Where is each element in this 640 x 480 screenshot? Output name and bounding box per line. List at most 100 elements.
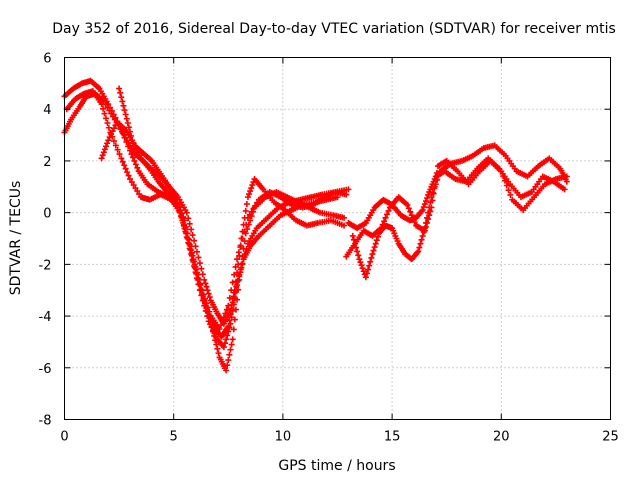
data-point — [210, 322, 217, 329]
data-point — [202, 280, 209, 287]
data-point — [228, 341, 235, 348]
data-point — [188, 249, 195, 256]
data-point — [193, 266, 200, 273]
data-point — [205, 290, 212, 297]
data-point — [230, 326, 237, 333]
data-point — [419, 207, 426, 214]
data-point — [417, 240, 424, 247]
data-point — [136, 152, 143, 159]
data-point — [119, 98, 126, 105]
data-point — [118, 94, 125, 101]
data-point — [232, 263, 239, 270]
data-point — [411, 219, 418, 226]
data-point — [187, 243, 194, 250]
x-tick-label: 10 — [275, 430, 292, 445]
data-point — [135, 149, 142, 156]
data-point — [119, 158, 126, 165]
data-point — [204, 287, 211, 294]
data-point — [242, 207, 249, 214]
data-point — [192, 243, 199, 250]
data-point — [384, 211, 391, 218]
data-point — [252, 202, 259, 209]
data-point — [373, 237, 380, 244]
data-point — [379, 221, 386, 228]
data-point — [428, 194, 435, 201]
data-point — [367, 258, 374, 265]
data-point — [408, 212, 415, 219]
data-point — [104, 140, 111, 147]
data-point — [175, 203, 182, 210]
data-point — [121, 107, 128, 114]
data-point — [122, 165, 129, 172]
data-point — [385, 207, 392, 214]
data-point — [193, 248, 200, 255]
data-point — [225, 323, 232, 330]
data-point — [104, 120, 111, 127]
data-point — [225, 302, 232, 309]
data-point — [244, 194, 251, 201]
data-point — [244, 214, 251, 221]
data-point — [105, 124, 112, 131]
data-point — [188, 226, 195, 233]
data-point — [215, 350, 222, 357]
data-point — [117, 89, 124, 96]
y-tick-label: -4 — [39, 310, 52, 325]
data-point — [246, 211, 253, 218]
data-point — [355, 252, 362, 259]
data-point — [181, 217, 188, 224]
data-point — [197, 282, 204, 289]
data-point — [116, 85, 123, 92]
data-point — [228, 287, 235, 294]
data-point — [110, 111, 117, 118]
data-point — [118, 155, 125, 162]
data-point — [112, 114, 119, 121]
data-point — [196, 276, 203, 283]
data-point — [371, 244, 378, 251]
data-point — [242, 251, 249, 258]
data-point — [98, 101, 105, 108]
data-point — [243, 245, 250, 252]
data-point — [561, 186, 568, 193]
data-point — [239, 261, 246, 268]
data-point — [427, 208, 434, 215]
data-point — [349, 232, 356, 239]
data-point — [234, 256, 241, 263]
data-point — [101, 146, 108, 153]
data-point — [503, 182, 510, 189]
data-point — [185, 236, 192, 243]
data-point — [229, 279, 236, 286]
data-point — [228, 301, 235, 308]
data-point — [111, 138, 118, 145]
data-point — [232, 306, 239, 313]
data-point — [202, 295, 209, 302]
data-point — [365, 266, 372, 273]
data-point — [214, 345, 221, 352]
data-point — [177, 207, 184, 214]
data-point — [426, 212, 433, 219]
data-point — [199, 287, 206, 294]
data-point — [108, 107, 115, 114]
data-point — [211, 332, 218, 339]
data-point — [102, 115, 109, 122]
data-point — [363, 270, 370, 277]
data-point — [132, 185, 139, 192]
data-point — [354, 248, 361, 255]
data-point — [226, 294, 233, 301]
series-track — [63, 88, 348, 340]
data-point — [229, 336, 236, 343]
data-point — [224, 362, 231, 369]
data-point — [369, 251, 376, 258]
data-point — [500, 173, 507, 180]
data-point — [108, 131, 115, 138]
data-point — [123, 115, 130, 122]
grid-lines — [64, 57, 611, 420]
data-point — [180, 213, 187, 220]
data-point — [124, 120, 131, 127]
data-point — [356, 256, 363, 263]
y-axis-label: SDTVAR / TECUs — [8, 181, 24, 296]
data-point — [362, 274, 369, 281]
data-point — [191, 261, 198, 268]
data-point — [358, 262, 365, 269]
data-point — [374, 233, 381, 240]
x-tick-label: 0 — [60, 430, 68, 445]
